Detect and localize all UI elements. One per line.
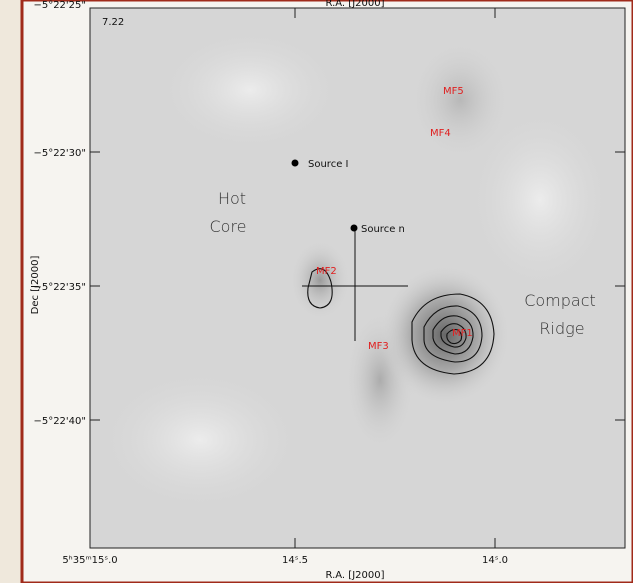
y-axis-label: Dec [J2000] xyxy=(30,256,41,315)
ticks xyxy=(90,8,625,548)
top-axis-label: R.A. [J2000] xyxy=(326,0,385,9)
x-tick-label: 5ʰ35ᵐ15ˢ.0 xyxy=(62,555,117,566)
y-tick-label: −5°22'30" xyxy=(33,148,86,159)
crosshair xyxy=(302,228,408,341)
source-label: MF2 xyxy=(316,266,337,277)
image xyxy=(89,7,626,549)
source-dot xyxy=(350,224,358,232)
source-dot xyxy=(291,159,299,167)
contours xyxy=(307,268,495,375)
region-label: Hot xyxy=(218,189,246,208)
y-tick-label: −5°22'40" xyxy=(33,416,86,427)
source-label: MF5 xyxy=(443,86,464,97)
x-tick-label: 14ˢ.0 xyxy=(482,555,508,566)
source-label: MF3 xyxy=(368,341,389,352)
y-tick-label: −5°22'35" xyxy=(33,282,86,293)
region-label: Core xyxy=(209,217,246,236)
x-tick-label: 14ˢ.5 xyxy=(282,555,308,566)
source-label: MF1 xyxy=(452,328,473,339)
corner-value: 7.22 xyxy=(102,17,124,28)
region-label: Ridge xyxy=(539,319,584,338)
source-label: Source I xyxy=(308,159,348,170)
region-label: Compact xyxy=(524,291,596,310)
x-axis-label: R.A. [J2000] xyxy=(326,570,385,581)
source-label: Source n xyxy=(361,224,405,235)
y-tick-label: −5°22'25" xyxy=(33,0,86,11)
source-label: MF4 xyxy=(430,128,451,139)
